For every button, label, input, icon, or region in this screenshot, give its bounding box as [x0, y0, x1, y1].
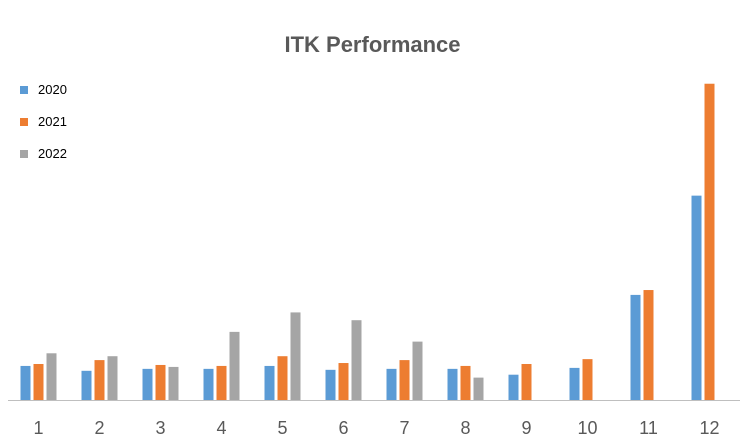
legend-label-2021: 2021 — [38, 114, 67, 129]
bar-2020-10 — [569, 367, 580, 400]
bar-2021-4 — [216, 365, 227, 400]
x-tick-label: 8 — [460, 418, 470, 438]
bar-2021-12 — [704, 83, 715, 400]
bar-2021-9 — [521, 363, 532, 400]
bar-2020-12 — [691, 195, 702, 400]
x-tick-label: 10 — [577, 418, 597, 438]
bar-2020-8 — [447, 368, 458, 400]
bar-2021-5 — [277, 356, 288, 400]
bar-2022-1 — [46, 353, 57, 400]
legend-label-2020: 2020 — [38, 82, 67, 97]
bar-2022-4 — [229, 331, 240, 400]
chart-title: ITK Performance — [284, 32, 461, 57]
x-tick-label: 3 — [155, 418, 165, 438]
x-tick-label: 12 — [699, 418, 719, 438]
bar-2021-10 — [582, 359, 593, 400]
x-tick-label: 7 — [399, 418, 409, 438]
bar-2020-11 — [630, 294, 641, 400]
legend-swatch-2021 — [20, 118, 28, 126]
x-tick-label: 6 — [338, 418, 348, 438]
bar-2022-8 — [473, 377, 484, 400]
bar-2022-6 — [351, 320, 362, 400]
x-tick-label: 9 — [521, 418, 531, 438]
bar-2022-5 — [290, 312, 301, 400]
bar-2021-11 — [643, 290, 654, 400]
legend-label-2022: 2022 — [38, 146, 67, 161]
bar-2020-4 — [203, 368, 214, 400]
bar-2020-7 — [386, 368, 397, 400]
bar-2022-7 — [412, 341, 423, 400]
legend-swatch-2022 — [20, 150, 28, 158]
x-tick-label: 2 — [94, 418, 104, 438]
bar-2021-1 — [33, 363, 44, 400]
legend-swatch-2020 — [20, 86, 28, 94]
bar-2020-5 — [264, 365, 275, 400]
bar-2020-2 — [81, 370, 92, 400]
bar-2021-8 — [460, 365, 471, 400]
bar-2021-6 — [338, 363, 349, 400]
bar-2020-6 — [325, 369, 336, 400]
bar-2022-2 — [107, 356, 118, 400]
bar-2020-1 — [20, 365, 31, 400]
x-tick-label: 11 — [639, 418, 658, 438]
bar-2020-3 — [142, 368, 153, 400]
bar-2021-7 — [399, 360, 410, 400]
x-tick-label: 5 — [277, 418, 287, 438]
bar-2021-2 — [94, 360, 105, 400]
x-tick-label: 1 — [33, 418, 43, 438]
bar-2022-3 — [168, 366, 179, 400]
bar-2020-9 — [508, 374, 519, 400]
bar-2021-3 — [155, 364, 166, 400]
x-tick-label: 4 — [216, 418, 226, 438]
